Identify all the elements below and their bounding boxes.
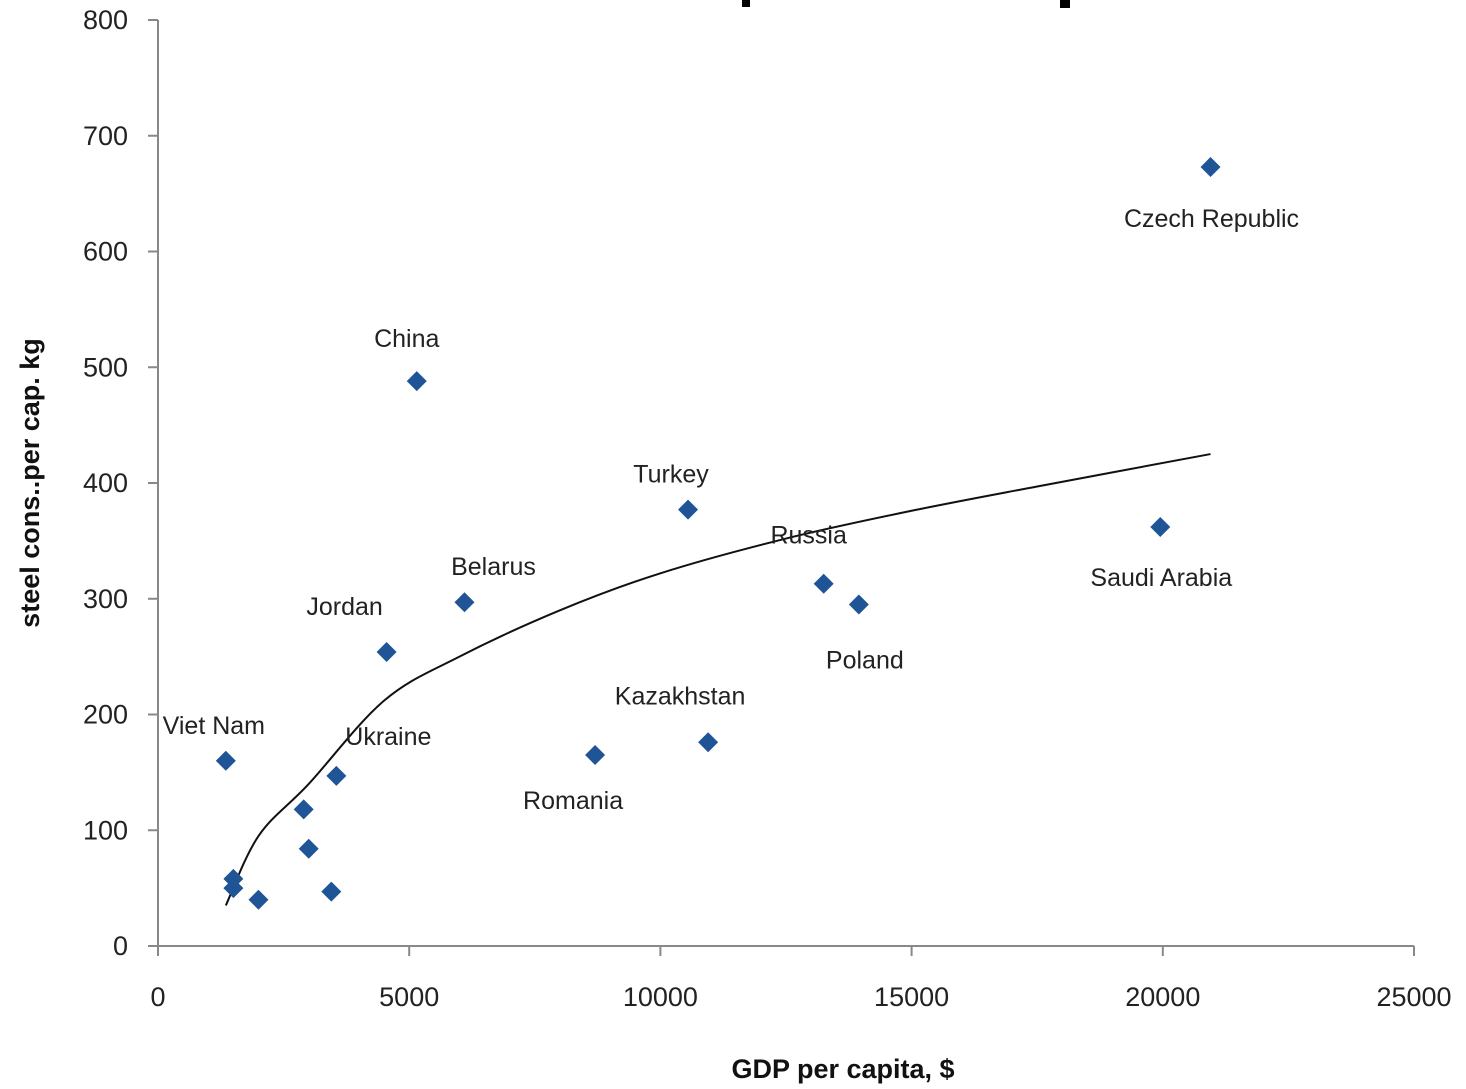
y-tick-label: 800 [83, 5, 128, 35]
point-marker [223, 878, 244, 899]
point-label: Belarus [451, 553, 536, 581]
point-marker [215, 750, 236, 771]
axes [157, 20, 1414, 947]
point-label: Poland [826, 647, 904, 675]
y-tick-label: 400 [83, 468, 128, 498]
y-tick-label: 0 [113, 931, 128, 961]
point-label: Ukraine [345, 723, 431, 751]
point-marker [585, 745, 606, 766]
y-tick-label: 200 [83, 700, 128, 730]
cropped-title-mark-left [742, 0, 750, 7]
point-label: Turkey [633, 461, 709, 489]
point-label: Viet Nam [163, 712, 265, 740]
point-marker [293, 799, 314, 820]
x-ticks: 0 5000 10000 15000 20000 25000 [150, 946, 1452, 1012]
point-marker [454, 592, 475, 613]
data-points [215, 157, 1221, 910]
cropped-title-mark-right [1060, 0, 1070, 8]
point-marker [326, 765, 347, 786]
y-axis-title: steel cons..per cap. kg [15, 338, 45, 628]
point-label: Russia [770, 522, 847, 550]
point-marker [678, 499, 699, 520]
point-marker [248, 889, 269, 910]
point-marker [298, 838, 319, 859]
point-labels: Viet Nam Ukraine Jordan China Belarus Romania… [163, 205, 1299, 815]
point-marker [376, 641, 397, 662]
x-tick-label: 10000 [623, 982, 698, 1012]
point-label: Romania [523, 787, 623, 815]
point-marker [321, 881, 342, 902]
x-tick-label: 15000 [874, 982, 949, 1012]
y-tick-label: 700 [83, 121, 128, 151]
point-label: Kazakhstan [615, 682, 746, 710]
point-label: Jordan [306, 593, 382, 621]
point-marker [698, 732, 719, 753]
y-ticks: 0 100 200 300 400 500 600 700 800 [83, 5, 158, 961]
x-tick-label: 25000 [1376, 982, 1451, 1012]
point-marker [1150, 516, 1171, 537]
point-marker [813, 573, 834, 594]
point-marker [406, 371, 427, 392]
x-axis-title: GDP per capita, $ [731, 1054, 954, 1084]
trendline [224, 453, 1211, 906]
y-tick-label: 300 [83, 584, 128, 614]
y-tick-label: 500 [83, 352, 128, 382]
point-label: Czech Republic [1124, 205, 1299, 233]
x-tick-label: 5000 [379, 982, 439, 1012]
point-label: China [374, 325, 439, 353]
point-marker [1200, 157, 1221, 178]
point-marker [848, 594, 869, 615]
x-tick-label: 0 [150, 982, 165, 1012]
y-tick-label: 100 [83, 815, 128, 845]
y-tick-label: 600 [83, 237, 128, 267]
x-tick-label: 20000 [1125, 982, 1200, 1012]
point-label: Saudi Arabia [1090, 564, 1232, 592]
